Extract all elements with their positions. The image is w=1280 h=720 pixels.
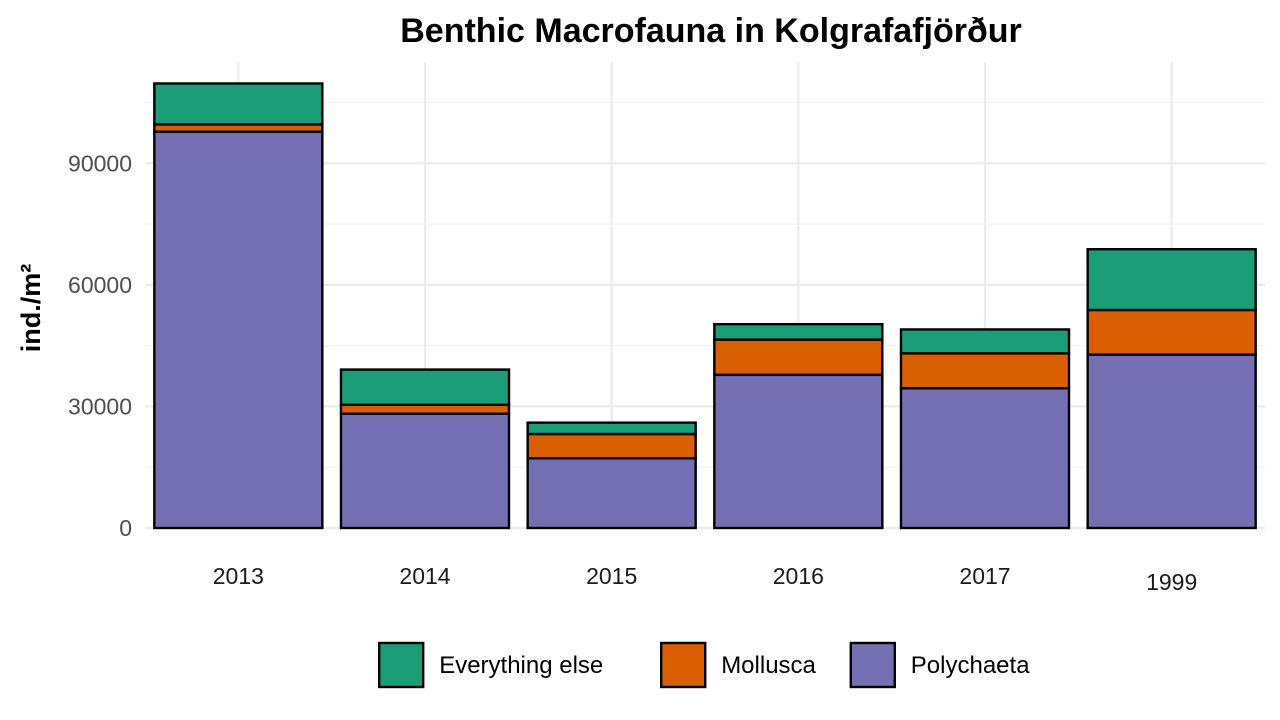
legend-label: Polychaeta	[911, 652, 1030, 679]
bar-segment-everything-else-2016	[713, 322, 884, 341]
legend-label: Mollusca	[721, 652, 816, 679]
x-tick-label: 2014	[399, 563, 450, 589]
x-tick-label: 2016	[773, 563, 824, 589]
y-tick-label: 60000	[68, 272, 132, 298]
legend: Everything else Mollusca Polychaeta	[378, 641, 1030, 689]
x-tick-label: 2013	[213, 563, 264, 589]
bar-segment-mollusca-2017	[899, 352, 1071, 390]
bar-segment-everything-else-1999	[1086, 248, 1257, 312]
bar-segment-mollusca-1999	[1086, 308, 1257, 356]
y-axis-label: ind./m²	[16, 264, 46, 353]
bar-segment-everything-else-2014	[339, 368, 511, 407]
bar-segment-mollusca-2014	[339, 403, 511, 415]
bar-segment-everything-else-2017	[899, 328, 1071, 355]
legend-swatch-mollusca	[660, 641, 707, 689]
y-tick-label: 30000	[68, 393, 132, 419]
legend-swatch-everything-else	[378, 641, 425, 689]
bar-segment-polychaeta-2015	[526, 457, 697, 530]
bar-segment-polychaeta-2014	[339, 412, 511, 530]
x-tick-label: 2015	[586, 563, 637, 589]
bar-segment-polychaeta-1999	[1086, 353, 1257, 530]
legend-swatch-polychaeta	[849, 641, 896, 689]
y-tick-label: 0	[119, 515, 132, 541]
bar-segment-everything-else-2015	[526, 421, 697, 436]
bars	[153, 82, 1257, 530]
chart-title: Benthic Macrofauna in Kolgrafafjörður	[400, 12, 1022, 50]
bar-segment-polychaeta-2017	[899, 387, 1071, 530]
legend-label: Everything else	[439, 652, 603, 679]
bar-segment-mollusca-2016	[713, 338, 884, 377]
y-tick-label: 90000	[68, 150, 132, 176]
bar-segment-everything-else-2013	[153, 82, 324, 126]
bar-segment-polychaeta-2016	[713, 373, 884, 530]
bar-segment-mollusca-2015	[526, 432, 697, 460]
bar-segment-polychaeta-2013	[153, 130, 324, 530]
y-axis-ticks: 0 30000 60000 90000	[68, 150, 132, 541]
x-tick-label: 1999	[1146, 569, 1197, 595]
x-tick-label: 2017	[959, 563, 1010, 589]
x-axis-ticks: 2013 2014 2015 2016 2017 1999	[213, 563, 1198, 595]
